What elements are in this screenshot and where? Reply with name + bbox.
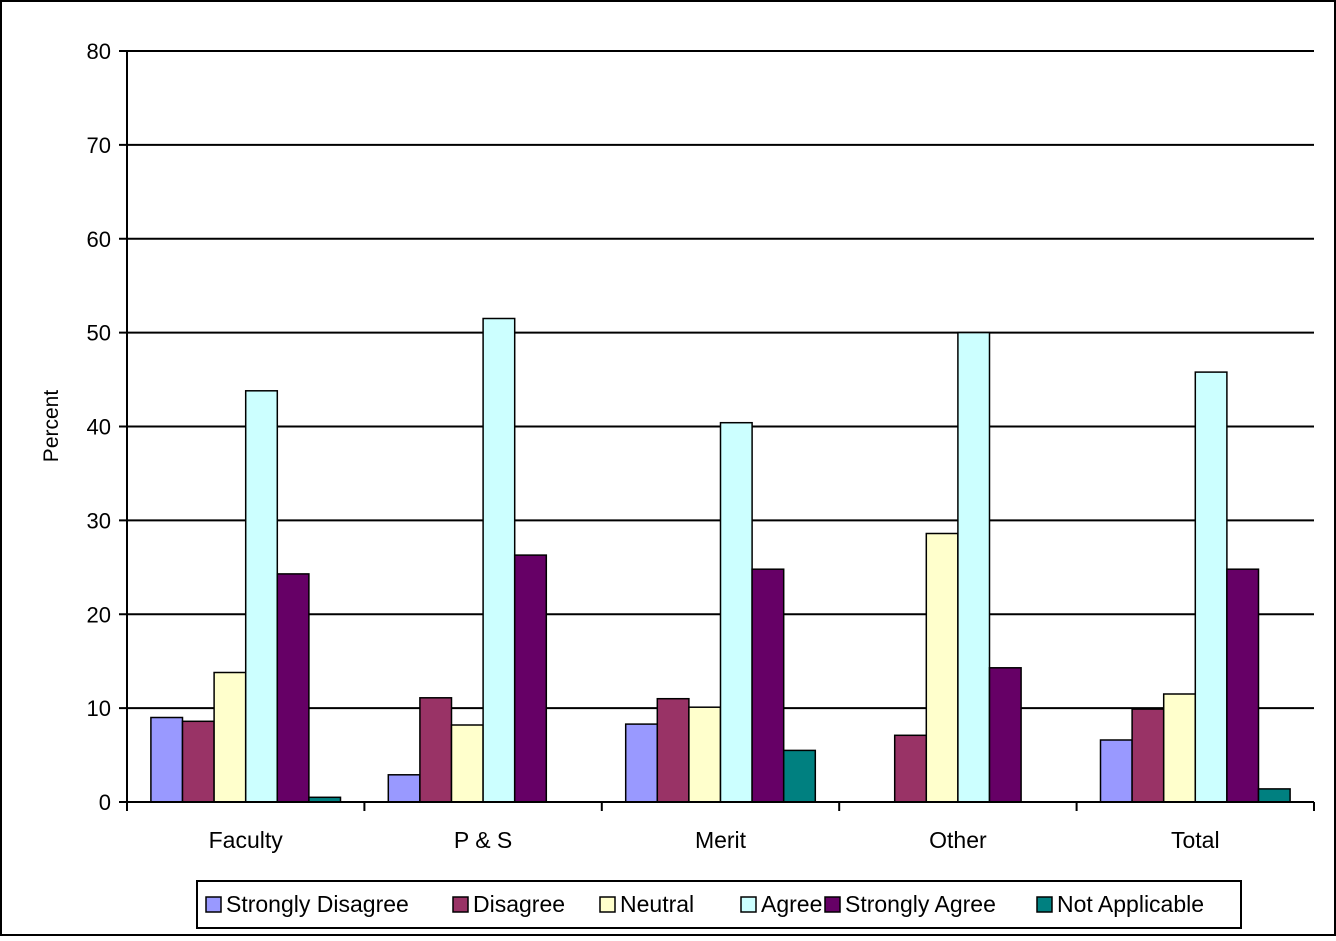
bar <box>276 573 310 803</box>
y-tick-label: 40 <box>87 415 111 440</box>
y-tick-label: 20 <box>87 602 111 627</box>
bar <box>1194 371 1228 803</box>
legend-label: Disagree <box>473 891 565 917</box>
bar <box>450 724 484 803</box>
y-tick-label: 70 <box>87 133 111 158</box>
y-tick-label: 10 <box>87 696 111 721</box>
bar <box>656 697 690 803</box>
legend-label: Agree <box>761 891 822 917</box>
legend-label: Not Applicable <box>1057 891 1204 917</box>
bar <box>751 568 785 803</box>
bar <box>1131 708 1165 803</box>
axes <box>126 51 1315 811</box>
y-tick-label: 30 <box>87 508 111 533</box>
bar <box>957 331 991 803</box>
bar <box>181 720 215 803</box>
bar <box>782 749 817 803</box>
y-tick-label: 0 <box>99 790 111 815</box>
x-category-labels: Faculty P & S Merit Other Total <box>209 827 1220 853</box>
legend: Strongly Disagree Disagree Neutral Agree Str… <box>196 880 1242 929</box>
bar <box>482 317 516 803</box>
legend-swatch <box>452 896 469 913</box>
legend-swatch <box>1036 896 1053 913</box>
x-category-label: Faculty <box>209 827 284 853</box>
legend-swatch <box>740 896 757 913</box>
y-tick-label: 80 <box>87 39 111 64</box>
x-category-label: Other <box>929 827 987 853</box>
y-tick-label: 50 <box>87 321 111 346</box>
legend-label: Neutral <box>620 891 694 917</box>
bar <box>624 723 659 803</box>
y-axis-label: Percent <box>40 390 63 463</box>
bars <box>150 317 1291 803</box>
bar <box>1257 788 1291 803</box>
bar <box>419 697 453 803</box>
bar <box>1226 568 1260 803</box>
legend-swatch <box>205 896 222 913</box>
bar <box>893 734 928 803</box>
x-category-label: Total <box>1171 827 1220 853</box>
legend-label: Strongly Disagree <box>226 891 409 917</box>
bar <box>688 706 722 803</box>
y-tick-label: 60 <box>87 227 111 252</box>
bar <box>925 532 959 803</box>
bar <box>1099 739 1133 803</box>
bar <box>1162 693 1197 803</box>
bar <box>988 667 1022 803</box>
x-category-label: Merit <box>695 827 747 853</box>
bar <box>150 716 184 803</box>
legend-swatch <box>824 896 841 913</box>
bar <box>513 554 548 803</box>
x-category-label: P & S <box>454 827 512 853</box>
bar <box>244 390 279 803</box>
bar <box>213 671 247 803</box>
legend-swatch <box>599 896 616 913</box>
legend-label: Strongly Agree <box>845 891 996 917</box>
bar <box>387 774 421 803</box>
legend-box <box>196 880 1242 929</box>
bar <box>719 421 753 803</box>
y-tick-labels: 0 10 20 30 40 50 60 70 80 <box>87 39 111 815</box>
